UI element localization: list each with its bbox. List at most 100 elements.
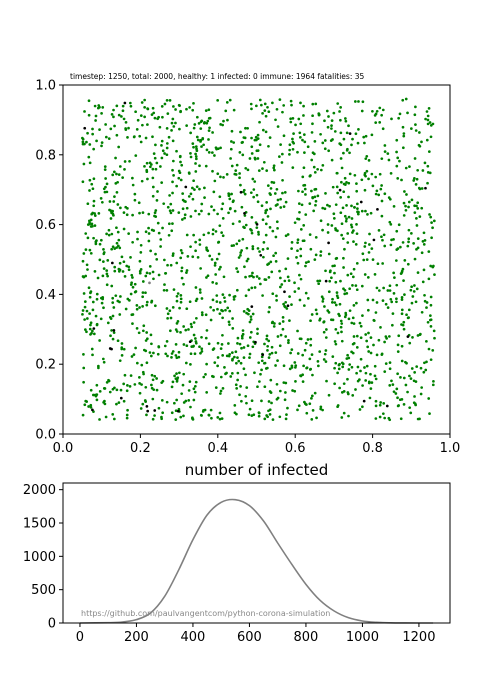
scatter-point xyxy=(86,268,89,271)
scatter-point xyxy=(150,113,154,116)
scatter-point xyxy=(110,329,113,332)
scatter-point xyxy=(264,233,268,237)
scatter-point xyxy=(261,218,265,222)
scatter-point xyxy=(355,301,358,305)
scatter-point xyxy=(297,404,301,408)
scatter-point xyxy=(333,382,336,386)
scatter-point xyxy=(92,204,96,208)
scatter-point xyxy=(115,133,119,137)
scatter-point xyxy=(153,116,157,120)
scatter-point xyxy=(245,246,249,250)
scatter-point xyxy=(145,303,149,307)
scatter-point xyxy=(275,107,279,111)
scatter-point xyxy=(251,247,255,251)
scatter-point xyxy=(228,98,232,102)
scatter-point xyxy=(288,152,291,156)
scatter-point xyxy=(299,247,303,251)
scatter-point xyxy=(236,371,240,375)
scatter-point xyxy=(279,276,282,280)
scatter-point xyxy=(395,259,398,262)
scatter-point xyxy=(244,223,248,227)
scatter-point xyxy=(125,264,129,268)
scatter-point xyxy=(396,156,400,160)
scatter-point xyxy=(310,396,313,400)
scatter-point xyxy=(301,373,304,377)
scatter-point xyxy=(328,204,331,208)
scatter-point xyxy=(82,292,86,295)
scatter-point xyxy=(344,119,348,123)
scatter-point xyxy=(177,103,181,107)
scatter-point xyxy=(355,346,359,349)
scatter-point xyxy=(429,325,433,328)
scatter-point xyxy=(320,295,324,299)
scatter-point xyxy=(171,168,174,172)
scatter-point xyxy=(367,177,370,181)
scatter-point xyxy=(129,292,133,296)
scatter-point xyxy=(138,271,142,275)
scatter-point xyxy=(348,172,352,176)
scatter-point xyxy=(251,245,255,248)
scatter-point xyxy=(128,385,132,388)
scatter-point xyxy=(194,286,198,289)
y-tick-label: 1.0 xyxy=(35,79,56,94)
scatter-point xyxy=(221,293,225,297)
scatter-point xyxy=(86,131,89,135)
scatter-point xyxy=(198,345,201,349)
scatter-point xyxy=(160,398,164,402)
scatter-point xyxy=(145,405,149,408)
scatter-point xyxy=(312,209,316,213)
scatter-point xyxy=(216,98,220,102)
scatter-point xyxy=(272,164,276,168)
scatter-point xyxy=(284,267,288,271)
scatter-point xyxy=(361,405,364,409)
scatter-point xyxy=(226,306,230,310)
scatter-point xyxy=(410,127,413,130)
scatter-point xyxy=(102,187,106,191)
scatter-point xyxy=(213,154,216,157)
scatter-point xyxy=(182,372,186,376)
scatter-point xyxy=(102,252,106,256)
scatter-point xyxy=(215,257,219,261)
scatter-point xyxy=(196,138,200,142)
scatter-point xyxy=(105,283,109,287)
scatter-point xyxy=(298,210,301,214)
scatter-point xyxy=(296,217,299,221)
scatter-point xyxy=(266,105,269,109)
scatter-point xyxy=(151,135,154,139)
scatter-point xyxy=(352,229,355,233)
scatter-point xyxy=(265,414,268,417)
scatter-point xyxy=(112,200,116,203)
scatter-point xyxy=(423,238,427,242)
scatter-point xyxy=(409,288,413,292)
scatter-point xyxy=(136,118,140,122)
scatter-point xyxy=(173,374,176,378)
scatter-point xyxy=(156,221,160,225)
scatter-point xyxy=(187,195,191,198)
scatter-point xyxy=(338,188,342,192)
scatter-point xyxy=(218,411,222,415)
scatter-point xyxy=(218,224,222,228)
scatter-point xyxy=(122,211,126,214)
scatter-point xyxy=(176,292,180,295)
x-tick-label: 600 xyxy=(237,630,262,645)
scatter-point xyxy=(98,418,101,421)
scatter-point xyxy=(249,318,253,321)
y-tick-label: 0.4 xyxy=(35,288,56,303)
scatter-point xyxy=(108,390,112,394)
scatter-point xyxy=(399,245,402,249)
scatter-point xyxy=(202,143,205,147)
scatter-point xyxy=(154,252,157,256)
scatter-point xyxy=(313,258,317,261)
scatter-point xyxy=(328,270,332,274)
scatter-point xyxy=(113,170,116,174)
scatter-point xyxy=(433,273,436,276)
x-tick-label: 200 xyxy=(124,630,149,645)
scatter-point xyxy=(400,298,404,301)
scatter-point xyxy=(345,131,349,135)
scatter-point xyxy=(126,297,130,301)
scatter-point xyxy=(179,297,183,301)
scatter-point xyxy=(194,162,197,165)
scatter-point xyxy=(330,127,333,130)
scatter-point xyxy=(420,140,423,144)
scatter-point xyxy=(194,249,197,253)
